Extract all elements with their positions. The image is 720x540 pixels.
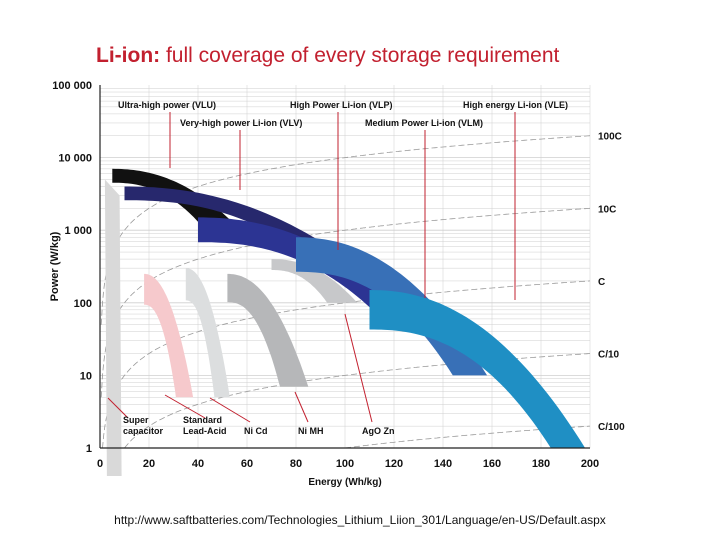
band-ago-zn — [271, 259, 358, 303]
chart-title-prefix: Li-ion: — [96, 44, 161, 67]
leader-label-high-energy-li-ion-vle: High energy Li-ion (VLE) — [463, 100, 568, 110]
x-tick-label: 80 — [290, 458, 302, 470]
leader-label-very-high-power-li-ion-vlv: Very-high power Li-ion (VLV) — [180, 118, 302, 128]
chart-title-rest: full coverage of every storage requireme… — [160, 44, 560, 67]
leader-label-ni-mh: Ni MH — [298, 426, 324, 436]
leader-label-standard-lead-acid: Lead-Acid — [183, 426, 227, 436]
band-high-power-li-ion-vlp — [198, 217, 414, 317]
x-tick-label: 40 — [192, 458, 204, 470]
leader-label-ultra-high-power-vlu: Ultra-high power (VLU) — [118, 100, 216, 110]
band-super-capacitor — [104, 179, 122, 476]
leader-line-ago-zn — [344, 313, 373, 423]
x-axis-label: Energy (Wh/kg) — [308, 477, 381, 488]
y-tick-label: 100 000 — [52, 80, 92, 92]
leader-label-ago-zn: AgO Zn — [362, 426, 395, 436]
leader-line-standard-lead-acid — [164, 394, 206, 419]
x-tick-label: 100 — [336, 458, 354, 470]
leader-label-medium-power-li-ion-vlm: Medium Power Li-ion (VLM) — [365, 118, 483, 128]
x-tick-label: 0 — [97, 458, 103, 470]
y-tick-label: 100 — [74, 298, 92, 310]
rate-label-c-10: C/10 — [598, 350, 620, 361]
x-tick-label: 140 — [434, 458, 452, 470]
y-tick-label: 1 000 — [64, 225, 92, 237]
y-tick-label: 1 — [86, 443, 92, 455]
band-standard-lead-acid — [144, 273, 194, 398]
bands — [104, 168, 586, 476]
band-high-energy-li-ion-vle — [369, 290, 586, 448]
x-tick-label: 60 — [241, 458, 253, 470]
y-axis-label: Power (W/kg) — [49, 231, 61, 301]
x-tick-label: 160 — [483, 458, 501, 470]
leader-line-super-capacitor — [107, 397, 129, 419]
leader-label-super-capacitor: capacitor — [123, 426, 164, 436]
x-tick-label: 20 — [143, 458, 155, 470]
rate-label-10c: 10C — [598, 204, 616, 215]
leader-line-ni-mh — [294, 391, 309, 423]
leader-label-super-capacitor: Super — [123, 415, 149, 425]
leader-line-ni-cd — [209, 397, 251, 423]
band-ni-mh — [227, 273, 309, 387]
x-tick-label: 200 — [581, 458, 599, 470]
leader-label-high-power-li-ion-vlp: High Power Li-ion (VLP) — [290, 100, 393, 110]
chart-title: Li-ion: full coverage of every storage r… — [96, 44, 559, 68]
ragone-chart: 100C 10C C C/10 C/100 1 10 100 1 000 10 000 100 00… — [49, 80, 625, 488]
rate-label-c: C — [598, 277, 605, 288]
band-ni-cd — [185, 268, 230, 398]
rate-line-10c — [100, 207, 591, 398]
y-tick-label: 10 — [80, 370, 92, 382]
y-tick-label: 10 000 — [58, 153, 92, 165]
rate-line-c-100 — [344, 425, 591, 449]
rate-label-c-100: C/100 — [598, 422, 625, 433]
leader-label-standard-lead-acid: Standard — [183, 415, 222, 425]
rate-line-100c — [100, 135, 591, 325]
x-tick-label: 120 — [385, 458, 403, 470]
rate-label-100c: 100C — [598, 132, 622, 143]
leader-label-ni-cd: Ni Cd — [244, 426, 268, 436]
source-url: http://www.saftbatteries.com/Technologie… — [114, 513, 606, 527]
x-tick-label: 180 — [532, 458, 550, 470]
